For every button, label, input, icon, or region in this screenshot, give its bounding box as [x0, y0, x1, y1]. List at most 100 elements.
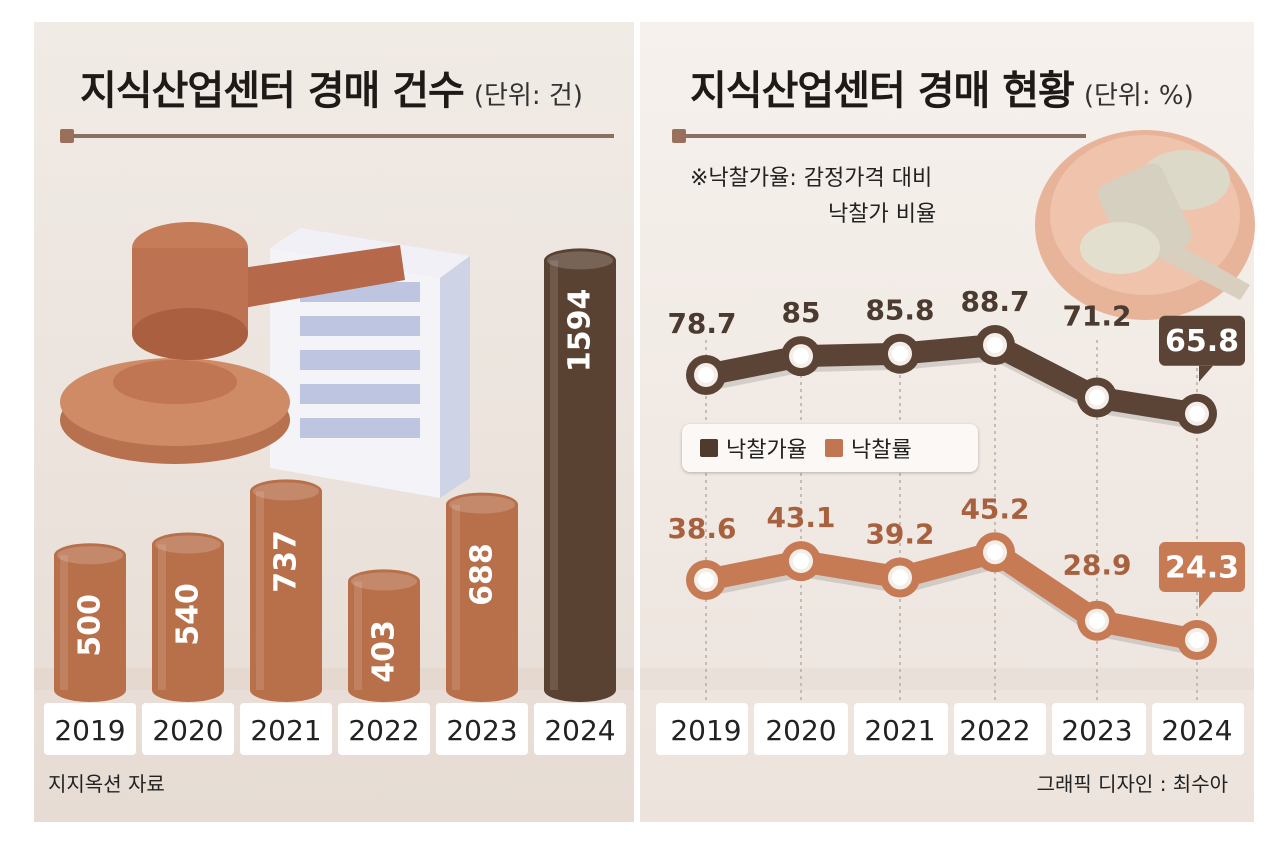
legend-label-bid-price-rate: 낙찰가율 — [726, 438, 807, 463]
bar-body — [544, 260, 616, 690]
bar-base — [446, 678, 518, 702]
marker-center — [892, 569, 908, 586]
bar-value-label: 688 — [465, 543, 500, 606]
bar-value-label: 500 — [73, 594, 108, 657]
marker-center — [1189, 405, 1205, 422]
point-value-label: 24.3 — [1165, 551, 1239, 586]
marker-center — [987, 337, 1003, 353]
legend-item-sale-rate: 낙찰률 — [824, 432, 912, 464]
point-2024: 65.8 — [1159, 315, 1245, 434]
point-value-label: 43.1 — [766, 501, 835, 534]
marker-center — [698, 572, 714, 588]
right-title-divider — [672, 129, 1086, 143]
bar-base — [152, 678, 224, 702]
marker-center — [698, 367, 714, 383]
right-year-boxes — [656, 703, 1244, 755]
bar-cap — [54, 543, 126, 568]
bar-base — [54, 678, 126, 702]
bar-cap — [348, 569, 420, 594]
callout-pointer — [1199, 592, 1213, 609]
note-line-1: ※낙찰가율: 감정가격 대비 — [690, 166, 933, 191]
left-year-boxes — [44, 703, 626, 755]
bar-2023: 688 — [446, 492, 518, 702]
bar-cap-shine — [547, 251, 613, 270]
point-2021: 39.2 — [865, 517, 935, 598]
source-note: 지지옥션 자료 — [48, 772, 165, 796]
point-2022: 45.2 — [960, 492, 1030, 573]
right-unit-label: (단위: %) — [1083, 81, 1194, 111]
callout-pointer — [1199, 365, 1213, 382]
bar-base — [348, 678, 420, 702]
bar-cap-shine — [253, 482, 319, 501]
right-year-label: 2023 — [1061, 714, 1132, 747]
point-value-label: 45.2 — [960, 492, 1029, 525]
right-year-label: 2020 — [765, 714, 836, 747]
bar-cap — [544, 248, 616, 273]
left-title-text: 지식산업센터 경매 건수 — [80, 68, 465, 114]
bar-base — [250, 678, 322, 702]
point-2024: 24.3 — [1159, 542, 1245, 661]
point-2023: 28.9 — [1062, 549, 1132, 641]
legend: 낙찰가율 낙찰률 — [682, 424, 978, 472]
left-title-divider — [60, 129, 614, 143]
bar-cap-shine — [57, 546, 123, 565]
bar-cap-shine — [449, 495, 515, 514]
point-value-label: 85 — [782, 296, 821, 329]
point-2020: 85 — [781, 296, 821, 377]
bar-value-label: 1594 — [563, 289, 598, 373]
legend-label-sale-rate: 낙찰률 — [850, 438, 912, 463]
point-value-label: 65.8 — [1165, 324, 1239, 359]
bar-cap — [152, 532, 224, 557]
design-credit: 그래픽 디자인 : 최수아 — [1036, 772, 1228, 796]
bar-2022: 403 — [348, 569, 420, 702]
bar-shine — [158, 544, 166, 690]
marker-center — [793, 348, 809, 365]
bar-value-label: 737 — [269, 530, 304, 593]
bar-body — [54, 555, 126, 690]
bar-body — [446, 504, 518, 690]
series-낙찰률: 38.6 43.1 39.2 45.2 28.9 24.3 — [667, 492, 1245, 661]
marker-center — [1189, 632, 1205, 649]
left-year-label: 2021 — [250, 714, 321, 747]
right-floor — [640, 668, 1254, 690]
point-2019: 78.7 — [667, 307, 737, 395]
bar-value-label: 540 — [171, 583, 206, 646]
callout-box — [1159, 542, 1245, 593]
marker-center — [892, 345, 908, 362]
right-year-label: 2019 — [670, 714, 741, 747]
point-2023: 71.2 — [1062, 300, 1132, 418]
gavel-illustration-left — [60, 222, 405, 464]
note-line-2: 낙찰가 비율 — [828, 202, 937, 227]
marker-center — [793, 553, 809, 570]
right-year-label: 2024 — [1161, 714, 1232, 747]
bar-base — [544, 678, 616, 702]
left-unit-label: (단위: 건) — [473, 81, 583, 111]
bar-shine — [452, 504, 460, 690]
callout-box — [1159, 315, 1245, 366]
marker-center — [1089, 612, 1105, 629]
left-year-label: 2024 — [544, 714, 615, 747]
bar-2019: 500 — [54, 543, 126, 702]
point-value-label: 71.2 — [1062, 300, 1131, 333]
left-year-label: 2022 — [348, 714, 419, 747]
bar-body — [250, 491, 322, 690]
left-chart-title: 지식산업센터 경매 건수 (단위: 건) — [80, 58, 583, 116]
bar-shine — [354, 581, 362, 690]
bar-cap — [250, 479, 322, 504]
gavel-illustration-right — [1035, 130, 1255, 320]
bar-cap-shine — [155, 535, 221, 554]
bar-2020: 540 — [152, 532, 224, 702]
bar-2021: 737 — [250, 479, 322, 702]
series-낙찰가율: 78.7 85 85.8 88.7 71.2 65.8 — [667, 285, 1245, 434]
bar-2024: 1594 — [544, 248, 616, 702]
point-value-label: 39.2 — [865, 517, 934, 550]
point-2020: 43.1 — [766, 501, 836, 582]
point-2019: 38.6 — [667, 512, 737, 600]
point-value-label: 28.9 — [1062, 549, 1131, 582]
bar-shine — [550, 260, 558, 690]
right-year-label: 2022 — [959, 714, 1030, 747]
bar-shine — [256, 491, 264, 690]
